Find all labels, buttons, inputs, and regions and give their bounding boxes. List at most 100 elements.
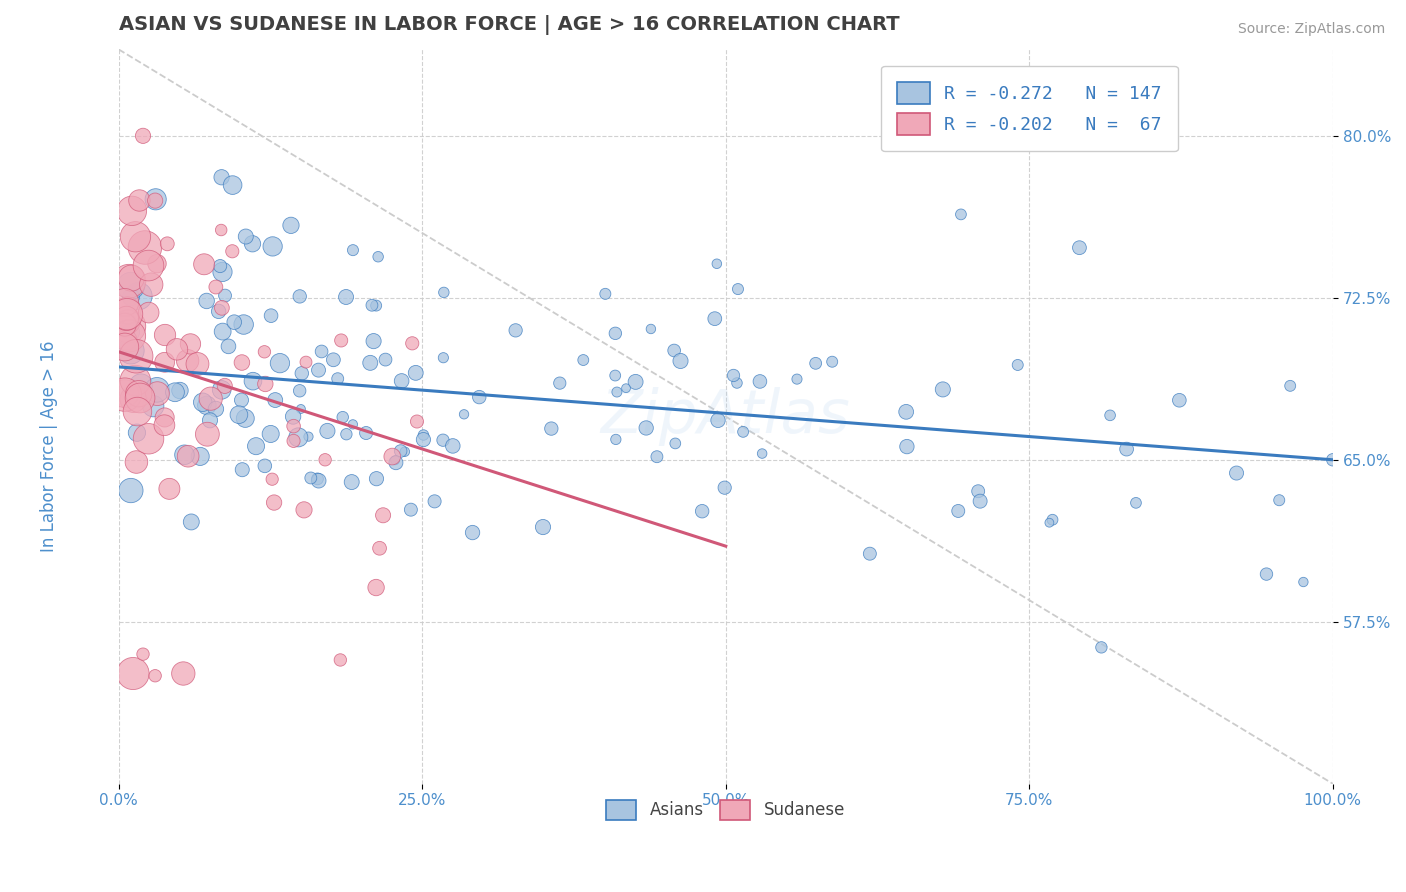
Point — [180, 515, 202, 529]
Point — [859, 547, 882, 561]
Point — [433, 285, 456, 300]
Point — [624, 375, 647, 389]
Point — [138, 259, 160, 273]
Point — [242, 236, 264, 251]
Point — [254, 376, 277, 391]
Point — [389, 444, 412, 458]
Point — [153, 410, 176, 425]
Point — [291, 367, 314, 381]
Point — [821, 355, 844, 369]
Point — [1168, 393, 1191, 408]
Point — [172, 666, 194, 681]
Point — [209, 259, 232, 273]
Point — [595, 286, 617, 301]
Point — [143, 194, 166, 208]
Point — [214, 288, 236, 302]
Point — [198, 413, 221, 427]
Point — [406, 415, 429, 429]
Point — [163, 385, 186, 400]
Point — [146, 383, 169, 397]
Point — [1099, 409, 1122, 423]
Point — [468, 390, 491, 404]
Point — [281, 409, 304, 424]
Point — [264, 392, 287, 407]
Point — [127, 404, 149, 418]
Point — [191, 395, 214, 409]
Point — [949, 207, 972, 221]
Point — [412, 433, 434, 447]
Point — [371, 508, 394, 523]
Point — [120, 343, 142, 358]
Point — [969, 494, 991, 508]
Point — [1292, 574, 1315, 589]
Point — [664, 436, 686, 450]
Point — [127, 289, 149, 303]
Point — [179, 337, 201, 351]
Point — [748, 375, 770, 389]
Point — [361, 298, 384, 312]
Point — [385, 456, 408, 470]
Point — [531, 520, 554, 534]
Point — [725, 376, 748, 390]
Point — [153, 328, 176, 343]
Point — [401, 336, 423, 351]
Point — [540, 421, 562, 435]
Point — [153, 418, 176, 433]
Point — [280, 219, 302, 233]
Point — [124, 374, 146, 388]
Point — [122, 666, 145, 681]
Point — [231, 463, 253, 477]
Point — [117, 303, 139, 318]
Point — [364, 581, 387, 595]
Point — [340, 475, 363, 489]
Point — [804, 356, 827, 370]
Point — [432, 351, 454, 365]
Point — [146, 386, 169, 401]
Point — [287, 430, 309, 444]
Legend: Asians, Sudanese: Asians, Sudanese — [600, 793, 852, 827]
Point — [200, 392, 222, 406]
Point — [120, 279, 142, 293]
Point — [332, 410, 354, 425]
Point — [394, 444, 416, 458]
Point — [132, 128, 155, 143]
Point — [368, 541, 391, 556]
Point — [121, 203, 143, 218]
Point — [235, 229, 257, 244]
Point — [335, 427, 357, 442]
Point — [1225, 466, 1247, 480]
Point — [262, 472, 284, 486]
Point — [636, 421, 658, 435]
Point — [1268, 493, 1291, 508]
Point — [1256, 567, 1278, 582]
Point — [292, 503, 315, 517]
Point — [211, 170, 233, 185]
Point — [786, 372, 808, 386]
Point — [209, 223, 232, 237]
Point — [114, 340, 136, 354]
Point — [233, 411, 256, 425]
Point — [231, 355, 253, 369]
Text: Source: ZipAtlas.com: Source: ZipAtlas.com — [1237, 22, 1385, 37]
Point — [143, 669, 166, 683]
Point — [157, 482, 180, 496]
Point — [138, 305, 160, 319]
Point — [290, 402, 312, 417]
Point — [283, 434, 305, 448]
Point — [342, 417, 364, 432]
Point — [399, 502, 422, 516]
Point — [948, 504, 970, 518]
Point — [115, 311, 138, 326]
Point — [125, 425, 148, 440]
Point — [723, 368, 745, 383]
Point — [374, 352, 396, 367]
Point — [932, 383, 955, 397]
Point — [1322, 452, 1344, 467]
Point — [896, 440, 918, 454]
Point — [211, 265, 233, 279]
Point — [412, 428, 434, 442]
Point — [640, 322, 662, 336]
Point — [614, 381, 637, 395]
Point — [146, 257, 169, 271]
Point — [1115, 442, 1137, 456]
